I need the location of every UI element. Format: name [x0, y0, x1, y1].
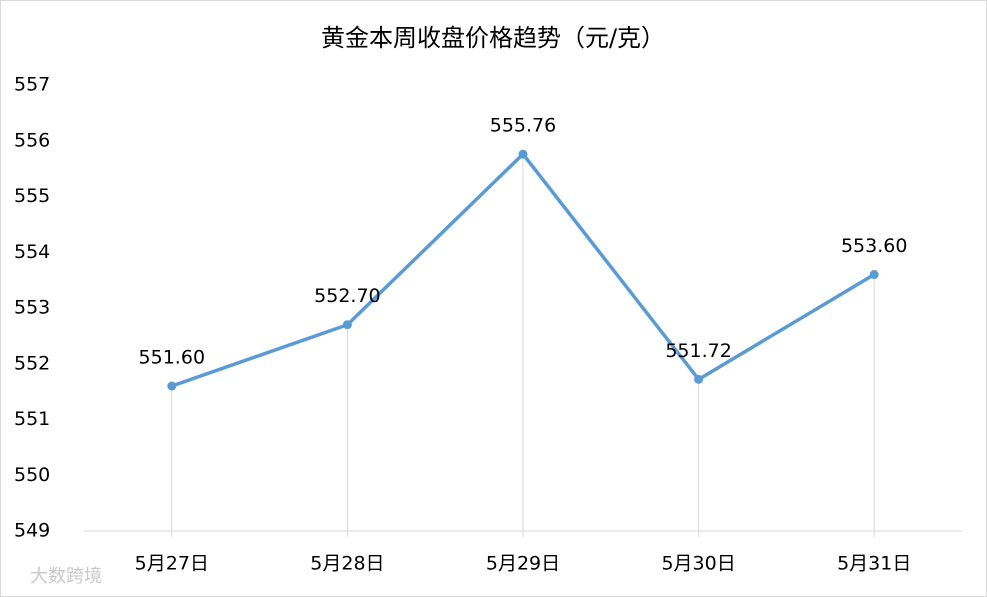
y-tick-label: 551 [14, 408, 50, 430]
value-label: 553.60 [841, 235, 907, 257]
x-tick-label: 5月29日 [486, 553, 560, 575]
chart-title: 黄金本周收盘价格趋势（元/克） [321, 24, 665, 52]
y-tick-label: 550 [14, 464, 50, 486]
y-tick-label: 556 [14, 129, 50, 151]
point [869, 270, 879, 280]
x-tick-label: 5月27日 [135, 553, 209, 575]
y-tick-label: 557 [14, 74, 50, 96]
y-tick-label: 549 [14, 520, 50, 542]
value-label: 551.72 [665, 340, 731, 362]
value-label: 552.70 [314, 285, 380, 307]
point [518, 149, 528, 159]
y-tick-label: 553 [14, 297, 50, 319]
value-label: 551.60 [139, 347, 205, 369]
watermark: 大数跨境 [30, 566, 102, 587]
point [167, 381, 177, 391]
y-tick-label: 554 [14, 241, 50, 263]
x-tick-label: 5月31日 [837, 553, 911, 575]
y-tick-label: 552 [14, 352, 50, 374]
x-tick-label: 5月28日 [310, 553, 384, 575]
point [694, 374, 704, 384]
y-tick-label: 555 [14, 185, 50, 207]
x-tick-label: 5月30日 [661, 553, 735, 575]
point [342, 320, 352, 330]
value-label: 555.76 [490, 115, 556, 137]
